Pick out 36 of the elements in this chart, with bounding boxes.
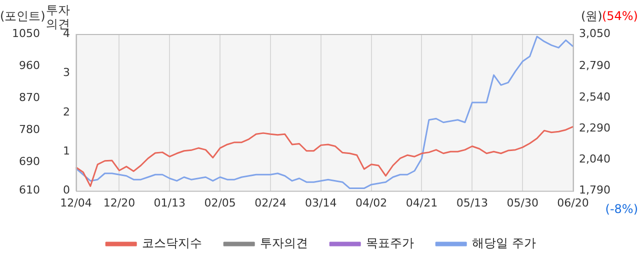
y-tick-label: 960 [19,58,40,72]
y2-tick-label: 2,790 [579,59,610,72]
y-tick-label: 870 [19,91,40,104]
x-tick-label: 06/20 [557,196,589,210]
y-tick-label: 780 [19,123,40,136]
y3-tick-label: 3 [63,66,70,80]
legend-label: 코스닥지수 [142,236,202,250]
x-tick-label: 05/13 [456,196,488,210]
text: (54%) [602,9,638,23]
y3-axis-title: 투자의견 [46,3,70,31]
x-tick-label: 12/04 [60,196,92,210]
y2-tick-label: 3,050 [579,26,610,40]
y2-tick-label: 1,790 [579,184,610,197]
y3-tick-label: 1 [63,144,70,158]
x-tick-label: 05/30 [506,196,538,210]
x-tick-label: 04/21 [406,196,438,210]
y2-tick-label: 2,290 [579,121,610,134]
y2-tick-label: 2,540 [579,90,610,104]
legend-label: 해당일 주가 [472,236,536,250]
x-tick-label: 12/20 [103,196,136,210]
y-axis-title: (포인트) [0,9,46,23]
text: (-8%) [605,202,638,216]
y3-tick-label: 2 [63,105,70,118]
y3-tick-label: 0 [63,184,70,197]
x-tick-label: 02/05 [204,196,236,210]
legend-label: 목표주가 [366,236,414,250]
legend-label: 투자의견 [260,236,308,250]
y-tick-label: 690 [19,155,40,168]
x-tick-label: 04/02 [355,196,388,210]
y-tick-label: 610 [19,184,40,197]
x-tick-label: 03/14 [305,196,337,210]
y2-axis-title: (원) [581,9,602,23]
x-tick-label: 01/13 [154,196,186,210]
y2-tick-label: 2,040 [579,152,610,166]
y-tick-label: 1050 [12,26,40,40]
x-tick-label: 02/24 [254,196,286,210]
